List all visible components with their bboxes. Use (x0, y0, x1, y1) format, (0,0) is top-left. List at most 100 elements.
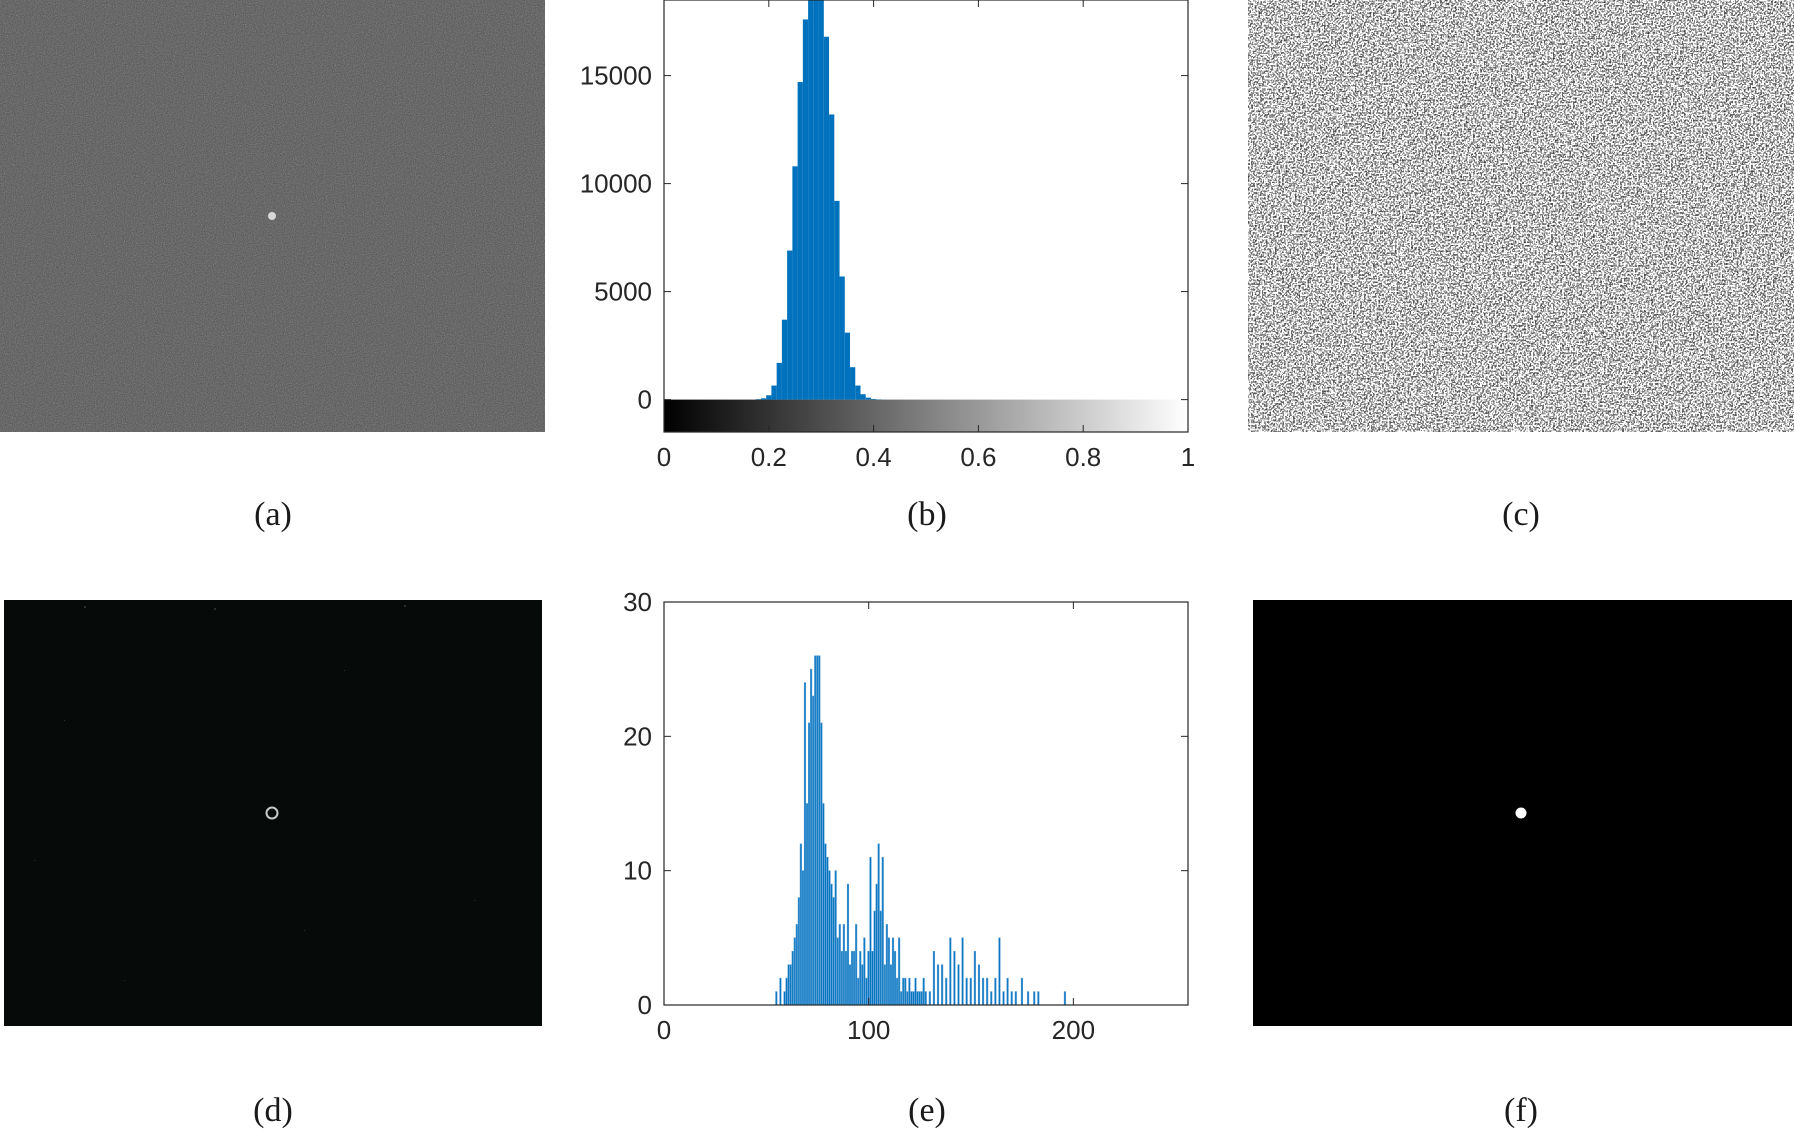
x-tick-label: 0 (657, 442, 671, 472)
bar (779, 977, 782, 1006)
panel-a-svg (0, 0, 545, 432)
bar (898, 937, 901, 1006)
bar (808, 0, 814, 400)
bar (973, 950, 976, 1006)
x-tick-label: 0 (657, 1015, 671, 1045)
bar (914, 977, 917, 1006)
bar (924, 991, 927, 1006)
bar (918, 991, 921, 1006)
bar (936, 964, 940, 1006)
bar (990, 991, 993, 1006)
bar (829, 114, 835, 400)
bar (792, 166, 798, 400)
panel-c-svg (1248, 0, 1794, 432)
caption-a: (a) (254, 496, 292, 533)
bar (783, 991, 786, 1006)
bar (887, 937, 890, 1006)
bar (830, 883, 833, 1006)
panel-d-svg (4, 600, 542, 1026)
caption-d: (d) (253, 1092, 293, 1129)
caption-e: (e) (908, 1092, 946, 1129)
bar (822, 803, 825, 1006)
bar (861, 964, 864, 1006)
bar (813, 0, 819, 400)
bar (818, 655, 821, 1006)
bar (824, 843, 827, 1006)
bar (865, 397, 871, 400)
bar (891, 937, 895, 1006)
bar (795, 924, 798, 1006)
bar (981, 977, 985, 1006)
bar (840, 950, 843, 1006)
bar (870, 398, 877, 400)
bar (850, 950, 854, 1006)
panel-f-image (1253, 600, 1792, 1026)
bar (776, 362, 782, 400)
bar (969, 977, 972, 1006)
bar (836, 937, 839, 1006)
bar (857, 977, 860, 1006)
bar (803, 682, 807, 1006)
bar (797, 897, 800, 1006)
bar (775, 991, 778, 1006)
bar (797, 82, 803, 400)
bar (787, 250, 793, 400)
bar (873, 910, 876, 1006)
histogram-b: 0 0.2 0.4 0.6 0.8 1 0 5000 10000 15000 (580, 0, 1195, 472)
y-tick-label: 30 (623, 587, 652, 617)
panel-d-background (4, 600, 542, 1026)
panel-d-speckles (34, 605, 475, 981)
bar (808, 722, 811, 1006)
y-tick-label: 0 (638, 385, 652, 415)
bar (760, 398, 767, 400)
panel-b-chart: 0 0.2 0.4 0.6 0.8 1 0 5000 10000 15000 (560, 0, 1200, 480)
panel-e-chart: 0 100 200 0 10 20 30 (560, 580, 1200, 1080)
bar (855, 385, 861, 400)
bar (844, 950, 847, 1006)
x-tick-label: 0.6 (960, 442, 996, 472)
bar (986, 977, 989, 1006)
y-tick-label: 10 (623, 856, 652, 886)
bar (885, 924, 888, 1006)
bar (863, 937, 866, 1006)
bar (904, 977, 907, 1006)
bar (941, 964, 944, 1006)
bar (902, 977, 905, 1006)
axes-frame (663, 0, 1189, 433)
panel-a-target-spot (268, 212, 276, 220)
bar (791, 950, 794, 1006)
bar (1027, 991, 1030, 1006)
y-tick-label: 5000 (594, 277, 652, 307)
bar (1063, 991, 1067, 1006)
bar (871, 950, 874, 1006)
caption-f: (f) (1504, 1092, 1538, 1129)
bar (842, 924, 845, 1006)
bar (846, 883, 850, 1006)
bar (826, 856, 829, 1006)
plot-area (664, 602, 1188, 1005)
bar (879, 910, 882, 1006)
x-tick-label: 100 (847, 1015, 890, 1045)
bar (883, 964, 886, 1006)
plot-area (664, 0, 1188, 432)
bar (781, 319, 788, 400)
bar (906, 991, 909, 1006)
bar (875, 883, 878, 1006)
bar (818, 0, 824, 400)
bar (1014, 991, 1017, 1006)
y-tick-label: 10000 (580, 169, 652, 199)
bar (1006, 977, 1009, 1006)
bar (834, 200, 840, 400)
bar (916, 991, 919, 1006)
bar (785, 977, 788, 1006)
histogram-e: 0 100 200 0 10 20 30 (623, 587, 1189, 1045)
bar (812, 695, 815, 1006)
bar (828, 870, 831, 1006)
bar (1020, 977, 1024, 1006)
x-tick-label: 1 (1181, 442, 1195, 472)
bar (920, 991, 923, 1006)
x-tick-label: 0.4 (856, 442, 892, 472)
bar (853, 950, 856, 1006)
panel-d-target-edge (265, 806, 279, 820)
bar (867, 950, 870, 1006)
